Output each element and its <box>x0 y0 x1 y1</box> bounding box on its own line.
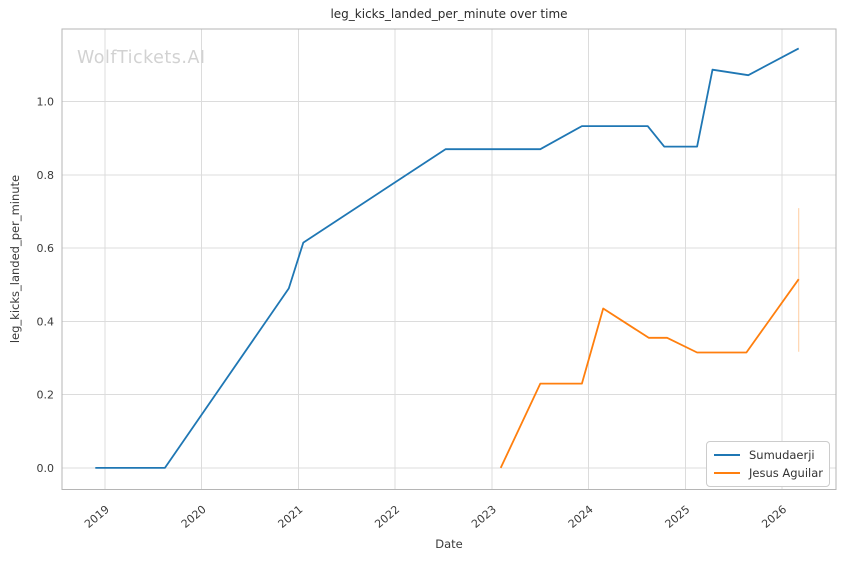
legend-line-swatch-blue <box>714 454 740 456</box>
x-tick-label-2019: 2019 <box>82 503 112 531</box>
legend-item-sumudaerji: Sumudaerji <box>714 447 821 463</box>
legend-item-jesus-aguilar: Jesus Aguilar <box>714 465 824 481</box>
y-tick-label-1.0: 1.0 <box>37 96 55 109</box>
series-line-sumudaerji <box>95 47 800 469</box>
y-axis-label: leg_kicks_landed_per_minute <box>8 174 22 344</box>
series-line-jesus-aguilar <box>499 278 800 469</box>
x-tick-label-2022: 2022 <box>372 503 402 531</box>
x-tick-label-2024: 2024 <box>566 503 596 531</box>
x-tick-label-2025: 2025 <box>663 503 693 531</box>
y-tick-label-0.8: 0.8 <box>37 169 55 182</box>
x-tick-label-2023: 2023 <box>469 503 499 531</box>
y-tick-label-0.4: 0.4 <box>37 315 55 328</box>
legend-label: Jesus Aguilar <box>749 466 824 480</box>
legend: Sumudaerji Jesus Aguilar <box>706 441 830 487</box>
x-tick-label-2021: 2021 <box>276 503 306 531</box>
y-tick-label-0.0: 0.0 <box>37 462 55 475</box>
y-tick-label-0.2: 0.2 <box>37 389 55 402</box>
x-axis-label: Date <box>435 537 463 551</box>
x-tick-label-2020: 2020 <box>179 503 209 531</box>
plot-border <box>61 28 837 490</box>
legend-label: Sumudaerji <box>749 448 815 462</box>
watermark: WolfTickets.AI <box>77 48 206 68</box>
y-tick-label-0.6: 0.6 <box>37 242 55 255</box>
chart-title: leg_kicks_landed_per_minute over time <box>330 7 568 21</box>
x-tick-label-2026: 2026 <box>759 503 789 531</box>
legend-line-swatch-orange <box>714 472 740 474</box>
